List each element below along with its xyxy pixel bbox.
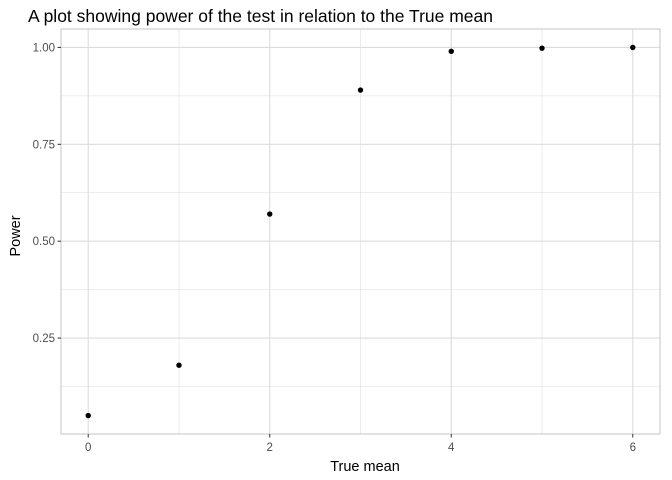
data-point-0 (85, 412, 91, 419)
y-tick-label-3: 1.00 (33, 42, 55, 54)
x-axis-title: True mean (330, 459, 400, 475)
y-axis-tick-labels: 0.25 0.50 0.75 1.00 (33, 42, 61, 345)
y-axis-title: Power (8, 215, 24, 256)
x-tick-label-0: 0 (85, 442, 91, 454)
x-axis-tick-labels: 0 2 4 6 (85, 434, 636, 454)
data-point-4 (448, 48, 454, 54)
data-point-5 (539, 45, 545, 51)
data-point-3 (357, 87, 364, 93)
y-tick-label-0: 0.25 (33, 333, 55, 345)
y-tick-label-2: 0.75 (33, 139, 55, 151)
x-tick-label-1: 2 (267, 442, 273, 454)
data-point-6 (630, 44, 636, 51)
data-point-2 (267, 211, 273, 217)
grid-lines (61, 29, 660, 434)
chart-title: A plot showing power of the test in rela… (28, 6, 493, 26)
y-tick-label-1: 0.50 (33, 236, 55, 248)
x-tick-label-2: 4 (448, 442, 455, 454)
x-tick-label-3: 6 (630, 442, 636, 454)
data-point-1 (176, 362, 182, 368)
panel-border (60, 28, 661, 435)
data-points (85, 44, 636, 419)
